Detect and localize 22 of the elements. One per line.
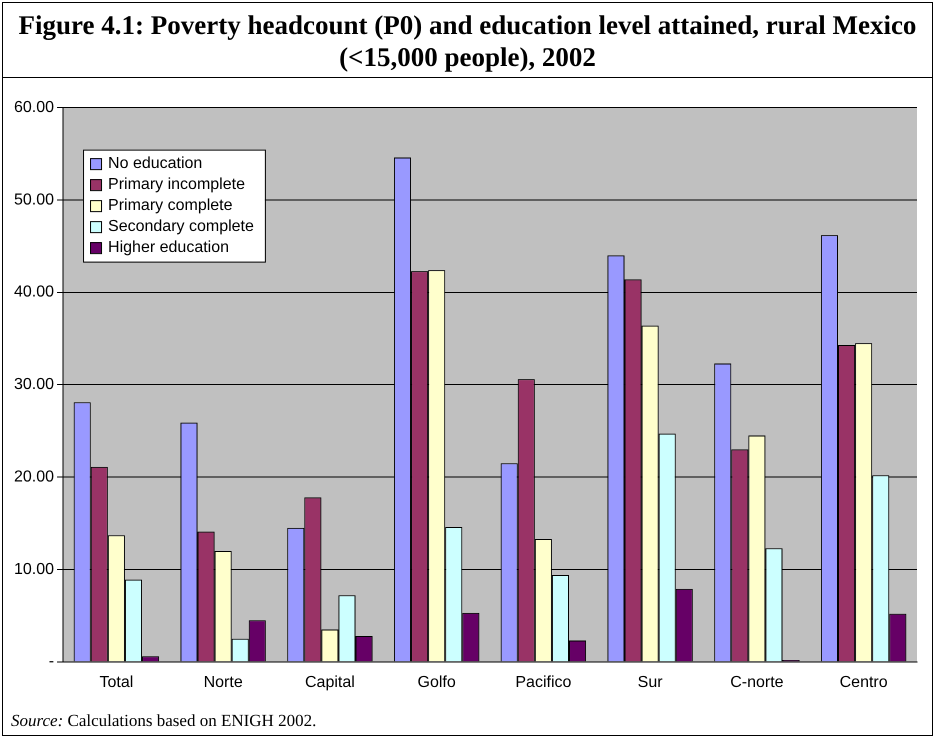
- legend-label: No education: [108, 155, 202, 172]
- x-tick-label: Pacifico: [515, 674, 572, 691]
- y-tick-label: 30.00: [14, 376, 54, 394]
- legend-label: Higher education: [108, 239, 230, 256]
- x-tick-label: Centro: [840, 674, 888, 691]
- x-tick-label: C-norte: [730, 674, 784, 691]
- x-tick-label: Total: [100, 674, 134, 691]
- x-tick-label: Sur: [638, 674, 664, 691]
- x-tick-label: Golfo: [418, 674, 456, 691]
- y-tick-label: 40.00: [14, 284, 54, 301]
- x-tick-label: Norte: [204, 674, 243, 691]
- y-tick-label: 60.00: [14, 99, 54, 116]
- y-tick-label: 20.00: [14, 468, 54, 486]
- y-tick-label: 10.00: [14, 560, 54, 578]
- y-tick-label: -: [48, 653, 54, 670]
- legend-label: Primary incomplete: [108, 176, 246, 194]
- legend-label: Secondary complete: [108, 218, 254, 236]
- x-tick-label: Capital: [304, 674, 355, 691]
- chart-title: Figure 4.1: Poverty headcount (P0) and education level attained, rural Mexico (<15,000 people), 2002: [3, 3, 932, 78]
- legend-label: Primary complete: [108, 197, 233, 214]
- y-tick-label: 50.00: [14, 191, 54, 208]
- source-note: Source: Calculations based on ENIGH 2002.: [11, 711, 316, 731]
